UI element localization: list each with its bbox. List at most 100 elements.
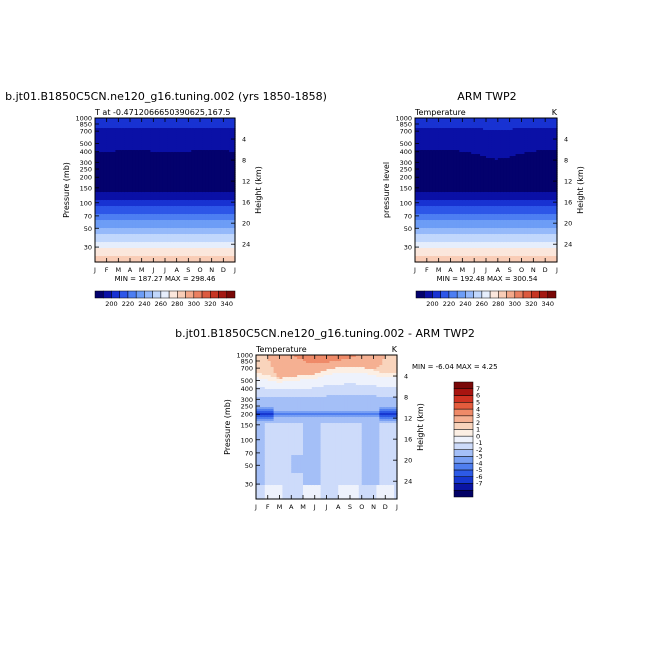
contour-cell [103,226,108,229]
contour-cell [205,140,210,143]
contour-cell [429,140,434,143]
contour-cell [150,154,154,157]
contour-cell [191,212,195,215]
contour-cell [450,240,455,243]
contour-cell [176,136,181,139]
contour-cell [130,236,134,239]
left-panel-title: b.jt01.B1850C5CN.ne120_g16.tuning.002 (y… [5,90,327,103]
contour-cell [438,248,443,251]
contour-cell [441,142,446,145]
contour-cell [106,180,111,183]
contour-cell [211,256,216,259]
contour-cell [115,200,119,203]
contour-cell [132,254,137,257]
contour-cell [153,188,157,191]
contour-cell [453,166,458,169]
contour-cell [197,210,201,213]
contour-cell [144,134,149,137]
contour-cell [459,122,463,125]
contour-cell [97,240,102,243]
contour-cell [226,224,230,227]
contour-cell [121,196,125,199]
contour-cell [450,138,455,141]
contour-cell [450,244,455,247]
contour-cell [147,150,152,153]
contour-cell [170,212,175,215]
contour-cell [167,168,172,171]
contour-cell [462,236,466,239]
contour-cell [438,148,443,151]
contour-cell [156,234,160,237]
contour-cell [121,194,125,197]
contour-cell [109,184,114,187]
contour-cell [159,148,163,151]
contour-cell [127,236,131,239]
contour-cell [444,254,449,257]
contour-cell [159,176,163,179]
contour-cell [432,132,437,135]
contour-cell [124,156,128,159]
contour-cell [121,258,125,261]
contour-cell [426,252,431,255]
contour-cell [153,214,157,217]
contour-cell [167,218,172,221]
contour-cell [156,216,160,219]
contour-cell [109,232,114,235]
contour-cell [438,198,443,201]
contour-cell [468,128,472,131]
contour-cell [130,182,134,185]
contour-cell [197,256,201,259]
contour-cell [214,134,219,137]
contour-cell [205,188,210,191]
contour-cell [153,134,157,137]
contour-cell [100,118,105,121]
contour-cell [176,184,181,187]
contour-cell [135,148,140,151]
contour-cell [185,140,189,143]
contour-cell [153,182,157,185]
contour-cell [165,182,169,185]
contour-cell [229,126,233,129]
contour-cell [429,232,434,235]
contour-cell [453,176,458,179]
contour-cell [415,134,419,137]
contour-cell [429,128,434,131]
contour-cell [214,240,219,243]
contour-cell [429,210,434,213]
contour-cell [415,162,419,165]
contour-cell [417,250,422,253]
contour-cell [223,204,227,207]
contour-cell [194,138,198,141]
contour-cell [100,216,105,219]
contour-cell [182,192,187,195]
contour-cell [232,150,236,153]
contour-cell [223,150,227,153]
contour-cell [232,164,236,167]
contour-cell [112,194,117,197]
contour-cell [124,142,128,145]
contour-cell [167,120,172,123]
contour-cell [429,126,434,129]
contour-cell [220,226,224,229]
contour-cell [426,162,431,165]
contour-cell [200,188,204,191]
contour-cell [420,126,425,129]
contour-cell [121,152,125,155]
contour-cell [423,238,428,241]
contour-cell [423,258,428,261]
contour-cell [229,174,233,177]
contour-cell [95,206,99,209]
contour-cell [103,172,108,175]
contour-cell [217,162,222,165]
contour-cell [426,222,431,225]
contour-cell [188,160,192,163]
contour-cell [103,168,108,171]
contour-cell [205,144,210,147]
contour-cell [179,214,184,217]
contour-cell [417,202,422,205]
contour-cell [176,220,181,223]
contour-cell [109,124,114,127]
contour-cell [435,126,440,129]
contour-cell [156,178,160,181]
contour-cell [456,146,460,149]
